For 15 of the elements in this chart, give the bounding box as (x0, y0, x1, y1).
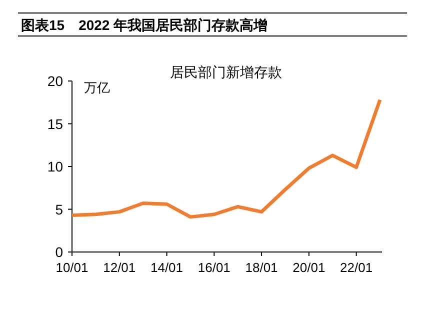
x-tick-label: 12/01 (103, 260, 136, 275)
x-tick-label: 18/01 (245, 260, 278, 275)
y-tick-label: 5 (55, 201, 64, 218)
x-tick-label: 22/01 (340, 260, 373, 275)
x-tick-label: 14/01 (150, 260, 184, 275)
x-tick-label: 10/01 (56, 260, 88, 275)
y-tick-label: 0 (55, 244, 64, 260)
y-tick-label: 15 (47, 116, 64, 132)
title: 图表15 2022 年我国居民部门存款高增 (21, 17, 268, 33)
x-tick-label: 16/01 (198, 260, 230, 275)
x-tick-label: 20/01 (292, 260, 326, 275)
y-tick-label: 20 (47, 73, 64, 89)
ylabel: 万亿 (84, 80, 110, 95)
y-tick-label: 10 (47, 158, 64, 174)
subtitle: 居民部门新增存款 (170, 64, 282, 80)
